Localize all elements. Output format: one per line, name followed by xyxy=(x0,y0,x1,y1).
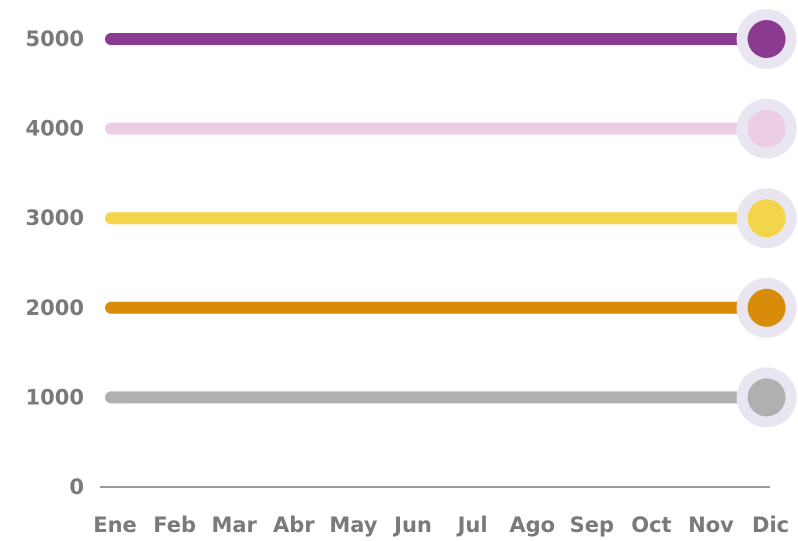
x-tick-label: Nov xyxy=(688,513,734,537)
x-tick-label: Mar xyxy=(211,513,257,537)
end-point xyxy=(747,378,786,417)
x-tick-label: Feb xyxy=(153,513,196,537)
x-tick-label: Jul xyxy=(456,513,488,537)
y-tick-label: 2000 xyxy=(26,296,84,320)
x-tick-label: Ene xyxy=(93,513,137,537)
x-tick-label: Sep xyxy=(570,513,614,537)
y-tick-label: 5000 xyxy=(26,27,84,51)
x-tick-label: Oct xyxy=(631,513,671,537)
end-point xyxy=(747,288,786,327)
x-tick-label: Jun xyxy=(392,513,432,537)
x-tick-label: May xyxy=(329,513,377,537)
x-tick-label: Abr xyxy=(273,513,315,537)
end-point xyxy=(747,199,786,238)
y-tick-label: 4000 xyxy=(26,117,84,141)
x-tick-label: Ago xyxy=(509,513,555,537)
y-tick-label: 3000 xyxy=(26,206,84,230)
end-point xyxy=(747,20,786,58)
y-tick-label: 1000 xyxy=(26,385,84,409)
end-point xyxy=(747,109,786,148)
x-tick-label: Dic xyxy=(752,513,789,537)
y-tick-label: 0 xyxy=(69,475,84,499)
